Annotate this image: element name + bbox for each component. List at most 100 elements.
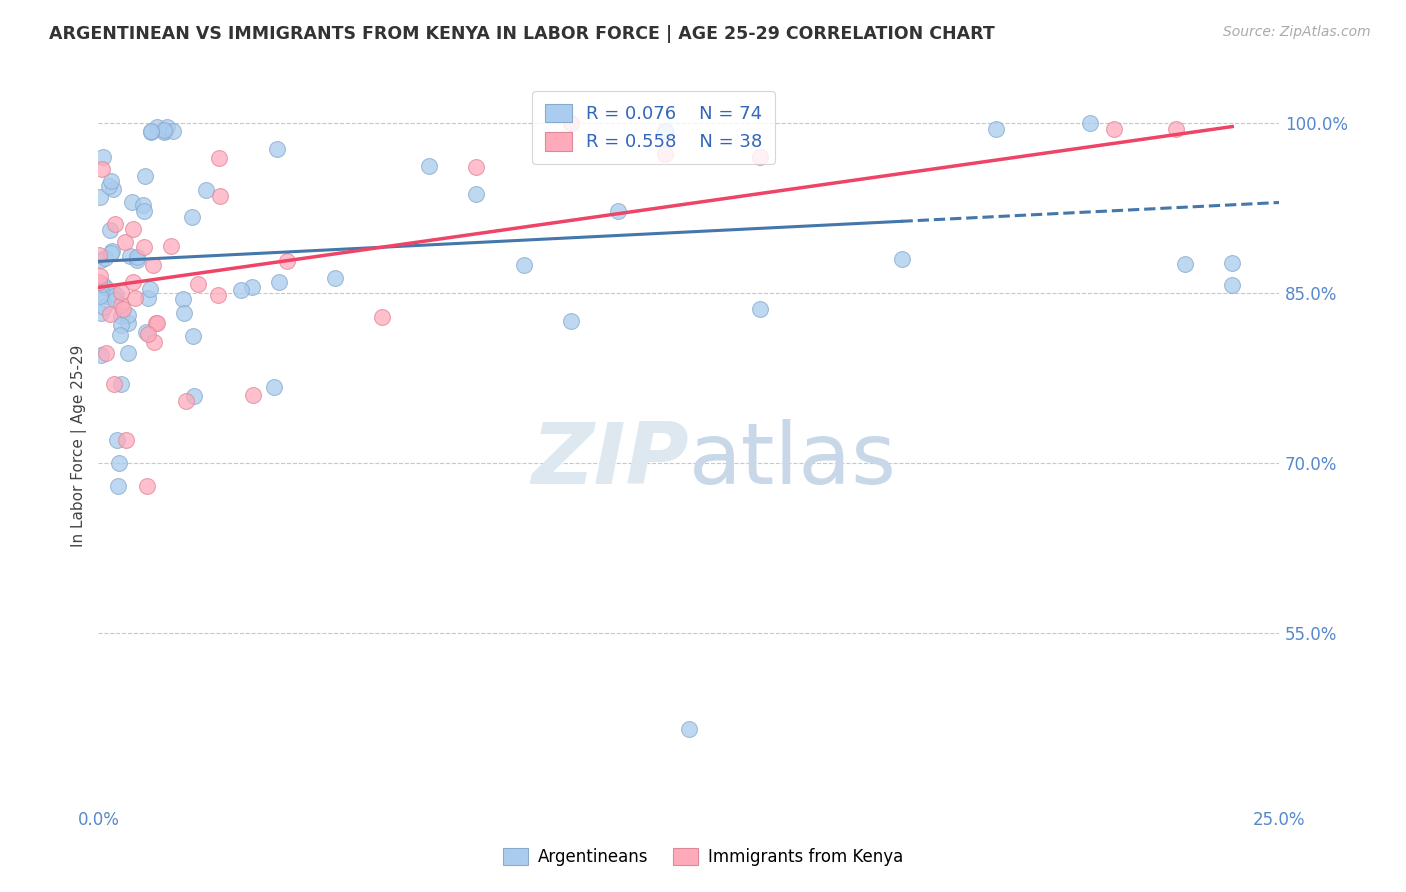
Point — [122, 275, 145, 289]
Point — [134, 169, 156, 184]
Point — [748, 150, 770, 164]
Point — [156, 120, 179, 134]
Point — [100, 245, 122, 260]
Point — [1102, 121, 1125, 136]
Point — [89, 289, 111, 303]
Point — [145, 316, 167, 330]
Point — [654, 146, 676, 161]
Point — [127, 250, 149, 264]
Point — [121, 194, 143, 209]
Point — [207, 287, 229, 301]
Point — [162, 124, 184, 138]
Point — [89, 275, 111, 289]
Point — [1164, 121, 1187, 136]
Point — [465, 186, 488, 201]
Point — [748, 302, 770, 317]
Point — [117, 316, 139, 330]
Point — [984, 121, 1007, 136]
Text: ARGENTINEAN VS IMMIGRANTS FROM KENYA IN LABOR FORCE | AGE 25-29 CORRELATION CHAR: ARGENTINEAN VS IMMIGRANTS FROM KENYA IN … — [49, 25, 995, 43]
Point — [607, 203, 630, 218]
Point — [110, 318, 132, 332]
Point — [110, 376, 132, 391]
Point — [183, 329, 205, 343]
Point — [98, 307, 121, 321]
Point — [100, 174, 122, 188]
Point — [560, 116, 582, 130]
Point — [117, 308, 139, 322]
Point — [94, 279, 117, 293]
Point — [105, 434, 128, 448]
Point — [323, 270, 346, 285]
Point — [371, 310, 394, 324]
Point — [94, 288, 117, 302]
Point — [242, 388, 264, 402]
Point — [108, 327, 131, 342]
Point — [194, 183, 217, 197]
Point — [124, 291, 146, 305]
Point — [654, 123, 676, 137]
Point — [266, 142, 288, 156]
Point — [174, 394, 197, 409]
Point — [89, 189, 111, 203]
Point — [93, 300, 115, 314]
Y-axis label: In Labor Force | Age 25-29: In Labor Force | Age 25-29 — [72, 345, 87, 547]
Point — [145, 316, 167, 330]
Point — [263, 380, 285, 394]
Point — [136, 478, 159, 492]
Point — [139, 283, 162, 297]
Point — [187, 277, 209, 291]
Point — [135, 326, 157, 340]
Point — [208, 189, 231, 203]
Point — [110, 298, 132, 312]
Point — [90, 348, 112, 362]
Point — [110, 310, 132, 324]
Point — [93, 251, 115, 265]
Point — [141, 124, 163, 138]
Text: ZIP: ZIP — [531, 418, 689, 502]
Point — [136, 291, 159, 305]
Legend: R = 0.076    N = 74, R = 0.558    N = 38: R = 0.076 N = 74, R = 0.558 N = 38 — [531, 91, 775, 164]
Point — [136, 326, 159, 341]
Point — [183, 389, 205, 403]
Point — [89, 268, 111, 283]
Point — [104, 217, 127, 231]
Point — [512, 258, 534, 272]
Point — [142, 334, 165, 349]
Point — [132, 197, 155, 211]
Point — [90, 306, 112, 320]
Point — [114, 235, 136, 249]
Point — [104, 288, 127, 302]
Point — [678, 722, 700, 736]
Point — [108, 456, 131, 470]
Point — [153, 125, 176, 139]
Point — [115, 434, 138, 448]
Point — [1080, 116, 1102, 130]
Point — [208, 151, 231, 165]
Point — [465, 160, 488, 174]
Point — [180, 211, 202, 225]
Point — [96, 345, 118, 359]
Text: atlas: atlas — [689, 418, 897, 502]
Point — [267, 275, 290, 289]
Point — [100, 223, 122, 237]
Point — [172, 292, 194, 306]
Point — [1220, 277, 1243, 292]
Point — [103, 376, 125, 391]
Point — [132, 239, 155, 253]
Point — [90, 162, 112, 177]
Point — [107, 478, 129, 492]
Point — [1220, 256, 1243, 270]
Point — [153, 123, 176, 137]
Point — [890, 252, 912, 266]
Point — [142, 258, 165, 272]
Point — [229, 283, 252, 297]
Point — [122, 222, 145, 236]
Point — [127, 253, 149, 268]
Point — [276, 254, 298, 268]
Point — [91, 150, 114, 164]
Point — [146, 120, 169, 134]
Text: Source: ZipAtlas.com: Source: ZipAtlas.com — [1223, 25, 1371, 39]
Point — [1174, 257, 1197, 271]
Point — [155, 123, 177, 137]
Point — [90, 253, 112, 268]
